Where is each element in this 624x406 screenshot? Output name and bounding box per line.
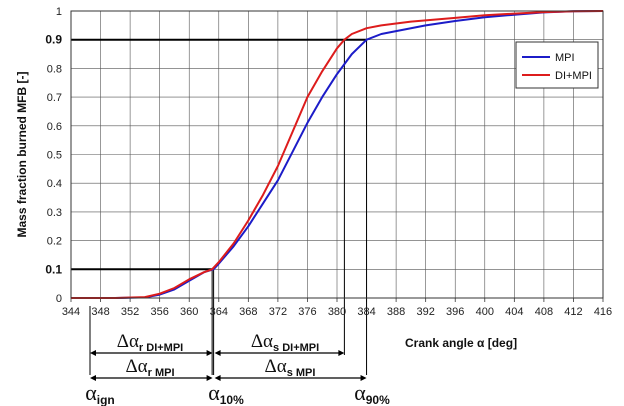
y-tick-label: 0.7 (47, 92, 62, 104)
x-tick-label: 348 (91, 306, 109, 318)
y-axis-label: Mass fraction burned MFB [-] (15, 71, 29, 237)
y-tick-label: 0.5 (47, 150, 62, 162)
y-tick-label: 1 (56, 6, 62, 18)
arrow-r-mpi-head-left (90, 375, 96, 381)
y-tick-label: 0.2 (47, 236, 62, 248)
x-tick-label: 400 (476, 306, 494, 318)
y-tick-label: 0.6 (47, 121, 62, 133)
series-line-mpi (71, 10, 604, 299)
label-delta-s-di-mpi: Δαs DI+MPI (251, 331, 319, 354)
series-lines (71, 10, 604, 299)
x-tick-label: 360 (180, 306, 198, 318)
y-tick-label: 0 (56, 293, 62, 305)
y-tick-label: 0.4 (47, 178, 62, 190)
arrow-s-di-mpi-head-right (338, 350, 345, 356)
x-tick-label: 356 (150, 306, 168, 318)
x-tick-label: 372 (269, 306, 287, 318)
x-tick-label: 412 (564, 306, 582, 318)
arrow-r-di-mpi-head-left (90, 350, 96, 356)
x-tick-label: 344 (62, 306, 80, 318)
y-tick-label: 0.9 (45, 33, 62, 47)
arrow-s-mpi-head-right (360, 375, 367, 381)
label-delta-r-di-mpi: Δαr DI+MPI (117, 331, 184, 354)
label-delta-s-mpi: Δαs MPI (265, 356, 316, 379)
x-tick-label: 396 (446, 306, 464, 318)
tick-labels: 344 348 352 356 360 364 368 372 376 380 384 388 392 3… (45, 6, 612, 318)
x-tick-label: 408 (535, 306, 553, 318)
x-tick-label: 376 (298, 306, 316, 318)
series-line-di-mpi (71, 10, 604, 299)
x-axis-label: Crank angle α [deg] (405, 336, 517, 350)
x-tick-label: 404 (505, 306, 523, 318)
x-tick-label: 352 (121, 306, 139, 318)
label-alpha-ign: αign (85, 380, 115, 406)
x-tick-label: 384 (357, 306, 375, 318)
y-tick-label: 0.3 (47, 207, 62, 219)
legend-label-mpi: MPI (555, 52, 575, 64)
reference-lines (71, 38, 368, 375)
x-tick-label: 416 (594, 306, 612, 318)
label-alpha-90: α90% (354, 380, 390, 406)
arrow-r-di-mpi-head-right (206, 350, 213, 356)
x-tick-label: 388 (387, 306, 405, 318)
y-tick-label: 0.8 (47, 63, 62, 75)
plot-frame (70, 10, 604, 299)
arrow-r-mpi-head-right (206, 375, 213, 381)
x-tick-label: 368 (239, 306, 257, 318)
legend-box (515, 41, 599, 89)
legend-label-di-mpi: DI+MPI (555, 70, 592, 82)
arrow-s-mpi-head-left (214, 375, 221, 381)
x-tick-label: 364 (210, 306, 228, 318)
legend: MPI DI+MPI (515, 41, 599, 89)
label-delta-r-mpi: Δαr MPI (125, 356, 174, 379)
arrow-s-di-mpi-head-left (214, 350, 221, 356)
x-tick-label: 392 (416, 306, 434, 318)
x-tick-label: 380 (328, 306, 346, 318)
label-alpha-10: α10% (208, 380, 244, 406)
y-tick-label: 0.1 (45, 262, 62, 276)
